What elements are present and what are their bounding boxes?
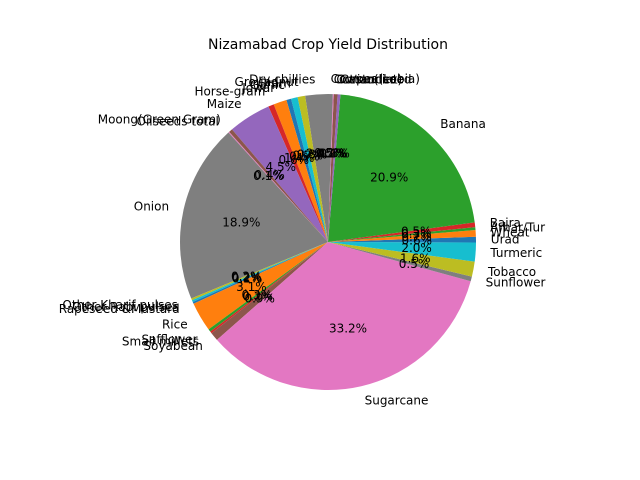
slice-label: Safflower (141, 332, 197, 346)
slice-label: Garlic (250, 78, 285, 92)
slice-percent: 0.3% (242, 288, 273, 302)
slice-other-kharif-pulses (191, 242, 328, 301)
slice-percent: 0.1% (253, 169, 284, 183)
slice-percent: 1.4% (284, 151, 315, 165)
slice-percent: 18.9% (222, 216, 260, 230)
slice-arhar-tur (328, 227, 476, 242)
slice-label: Other Rabi pulses (72, 300, 179, 314)
slice-percent: 0.2% (242, 289, 273, 303)
slice-jowar (273, 99, 328, 242)
slice-dry-chillies (305, 94, 328, 242)
slice-percent: 0.4% (254, 168, 285, 182)
slice-label: Dry chillies (249, 73, 315, 87)
slice-safflower (208, 242, 328, 332)
slice-percent: 2.4% (306, 147, 337, 161)
slice-label: Wheat (491, 226, 530, 240)
slice-onion (179, 132, 328, 299)
slice-percent: 33.2% (329, 322, 367, 336)
slice-percent: 0.1% (316, 146, 347, 160)
slice-label: Rapeseed &Mustard (59, 302, 180, 316)
slice-percent: 0.8% (297, 148, 328, 162)
slice-soyabean (211, 242, 328, 340)
slice-label: Sunflower (486, 276, 546, 290)
slice-rice (193, 242, 328, 330)
slice-percent: 0.5% (314, 146, 345, 160)
slice-percent: 0.5% (401, 225, 432, 239)
slice-percent: 0.5% (289, 149, 320, 163)
slice-sunflower (328, 242, 472, 282)
slice-label: Horse-gram (194, 85, 265, 99)
slice-label: Maize (207, 97, 242, 111)
slice-oilseeds-total (228, 131, 328, 242)
slice-label: Groundnut (235, 75, 299, 89)
slice-label: Castor seed (340, 73, 411, 87)
slice-label: Onion (134, 199, 169, 213)
slice-castor-seed (328, 94, 341, 242)
slice-label: Bajra (490, 216, 521, 230)
slice-percent: 0.4% (317, 146, 348, 160)
slice-label: Small millets (122, 335, 199, 349)
pie-slices (179, 94, 477, 390)
slice-label: Rice (162, 318, 188, 332)
slice-urad (328, 236, 477, 243)
slice-cotton-lint (328, 94, 334, 242)
percent-labels: 2.4%0.8%0.7%0.5%1.4%0.6%4.5%0.4%0.1%18.9… (222, 146, 432, 335)
slice-rapeseed-mustard (192, 242, 328, 304)
slice-label: Cowpea(Lobia) (331, 72, 420, 86)
slice-percent: 0.6% (279, 153, 310, 167)
slice-percent: 0.2% (231, 271, 262, 285)
slice-percent: 20.9% (370, 171, 408, 185)
slice-label: Coriander (336, 72, 395, 86)
slice-small-millets (210, 242, 328, 334)
slice-percent: 0.7% (401, 230, 432, 244)
slice-label: Cotton(lint) (334, 72, 402, 86)
slice-banana (328, 94, 475, 243)
slice-percent: 0.3% (401, 227, 432, 241)
slice-percent: 2.0% (401, 241, 432, 255)
slice-percent: 0.2% (231, 269, 262, 283)
slice-label: Banana (440, 117, 486, 131)
slice-gram (291, 97, 328, 242)
slice-label: Arhar/Tur (490, 220, 545, 234)
slice-label: Turmeric (489, 246, 542, 260)
slice-percent: 0.2% (232, 272, 263, 286)
slice-groundnut (297, 95, 328, 242)
slice-other-rabi-pulses (191, 242, 328, 303)
slice-label: Other Kharif pulses (62, 298, 177, 312)
slice-percent: 3.1% (236, 280, 267, 294)
slice-percent: 0.6% (402, 234, 433, 248)
slice-percent: 0.5% (399, 257, 430, 271)
slice-horse-gram (268, 104, 328, 242)
slice-sugarcane (216, 242, 471, 390)
slice-label: Oilseeds total (137, 114, 219, 128)
slice-percent: 4.5% (266, 160, 297, 174)
slice-percent: 0.7% (293, 149, 324, 163)
slice-percent: 1.6% (400, 251, 431, 265)
slice-percent: 0.9% (244, 292, 275, 306)
slice-moong-green-gram (229, 129, 328, 242)
slice-tobacco (328, 242, 475, 277)
slice-labels: Dry chilliesGroundnutGramGarlicJowarHors… (59, 72, 546, 407)
slice-bajra (328, 222, 476, 242)
chart-title: Nizamabad Crop Yield Distribution (208, 37, 448, 53)
slice-maize (231, 106, 328, 242)
slice-garlic (286, 98, 328, 242)
slice-label: Gram (258, 77, 291, 91)
slice-turmeric (328, 242, 476, 262)
slice-label: Urad (491, 232, 520, 246)
slice-wheat (328, 230, 476, 242)
slice-label: Tobacco (487, 265, 536, 279)
slice-label: Jowar (241, 81, 275, 95)
slice-label: Moong(Green Gram) (98, 113, 221, 127)
slice-cowpea-lobia (328, 94, 333, 242)
slice-coriander (328, 94, 338, 242)
slice-label: Sugarcane (365, 394, 429, 408)
slice-label: Soyabean (143, 339, 202, 353)
slice-percent: 0.3% (319, 146, 350, 160)
